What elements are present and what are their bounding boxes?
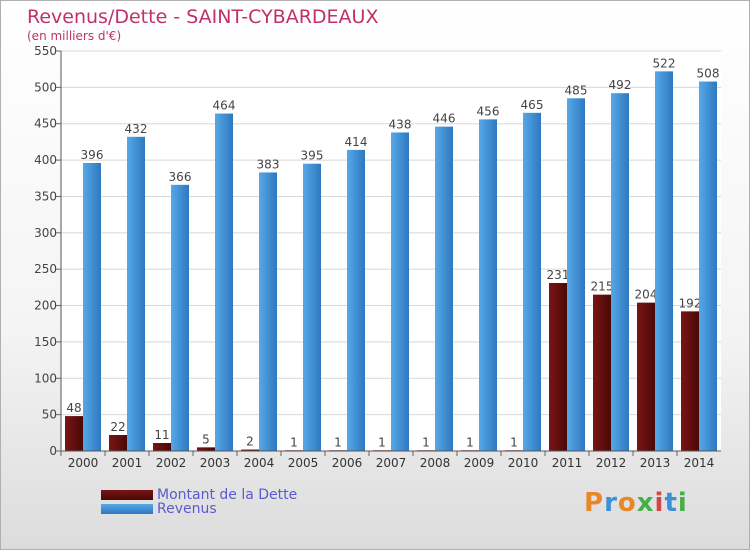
- x-tick-label: 2008: [420, 456, 451, 470]
- data-label-revenus: 414: [345, 135, 368, 149]
- data-label-dette: 215: [591, 280, 614, 294]
- y-tick-label: 50: [42, 408, 57, 422]
- legend-swatch-dette: [101, 490, 153, 500]
- chart-subtitle: (en milliers d'€): [27, 29, 122, 43]
- x-tick-label: 2000: [68, 456, 99, 470]
- chart-title: Revenus/Dette - SAINT-CYBARDEAUX: [27, 6, 379, 28]
- x-tick-label: 2002: [156, 456, 187, 470]
- bar-revenus: [127, 136, 145, 451]
- data-label-dette: 1: [290, 435, 298, 449]
- data-label-revenus: 432: [125, 122, 148, 136]
- data-label-revenus: 508: [697, 67, 720, 81]
- data-label-dette: 1: [334, 435, 342, 449]
- y-tick-label: 0: [49, 444, 57, 458]
- bar-revenus: [347, 149, 365, 451]
- bar-dette: [109, 435, 127, 451]
- bar-revenus: [391, 132, 409, 452]
- x-tick-label: 2001: [112, 456, 143, 470]
- bar-revenus: [171, 184, 189, 451]
- x-tick-label: 2006: [332, 456, 363, 470]
- bar-dette: [681, 311, 699, 451]
- x-tick-label: 2011: [552, 456, 583, 470]
- legend-label-dette: Montant de la Dette: [157, 487, 298, 503]
- y-tick-label: 100: [34, 371, 57, 385]
- x-tick-label: 2014: [684, 456, 715, 470]
- x-tick-label: 2012: [596, 456, 627, 470]
- bar-dette: [65, 416, 83, 451]
- bar-revenus: [83, 163, 101, 451]
- data-label-dette: 48: [66, 401, 81, 415]
- data-label-revenus: 446: [433, 112, 456, 126]
- y-tick-label: 400: [34, 153, 57, 167]
- bar-revenus: [215, 113, 233, 451]
- x-tick-label: 2010: [508, 456, 539, 470]
- x-tick-label: 2005: [288, 456, 319, 470]
- y-tick-label: 200: [34, 299, 57, 313]
- bar-dette: [637, 302, 655, 451]
- data-label-revenus: 438: [389, 117, 412, 131]
- bar-dette: [593, 294, 611, 451]
- y-tick-label: 450: [34, 117, 57, 131]
- data-label-dette: 1: [510, 435, 518, 449]
- data-label-dette: 22: [110, 420, 125, 434]
- bar-dette: [197, 447, 215, 451]
- data-label-revenus: 492: [609, 78, 632, 92]
- bar-dette: [549, 283, 567, 451]
- y-tick-label: 350: [34, 189, 57, 203]
- data-label-revenus: 383: [257, 157, 280, 171]
- bar-revenus: [303, 163, 321, 451]
- y-tick-label: 300: [34, 226, 57, 240]
- data-label-revenus: 396: [81, 148, 104, 162]
- data-label-dette: 231: [547, 268, 570, 282]
- data-label-revenus: 366: [169, 170, 192, 184]
- bar-dette: [241, 449, 259, 451]
- bar-dette: [153, 443, 171, 451]
- legend-swatch-revenus: [101, 504, 153, 514]
- data-label-dette: 1: [466, 435, 474, 449]
- x-tick-label: 2007: [376, 456, 407, 470]
- x-tick-label: 2004: [244, 456, 275, 470]
- data-label-dette: 2: [246, 435, 254, 449]
- y-tick-label: 500: [34, 80, 57, 94]
- y-tick-label: 550: [34, 44, 57, 58]
- bar-revenus: [611, 93, 629, 451]
- data-label-dette: 204: [635, 288, 658, 302]
- bar-revenus: [655, 71, 673, 451]
- bar-revenus: [699, 81, 717, 451]
- data-label-revenus: 456: [477, 104, 500, 118]
- x-tick-label: 2013: [640, 456, 671, 470]
- data-label-revenus: 485: [565, 83, 588, 97]
- legend-label-revenus: Revenus: [157, 501, 217, 517]
- data-label-dette: 1: [422, 435, 430, 449]
- data-label-revenus: 464: [213, 99, 236, 113]
- legend-item-revenus: Revenus: [101, 501, 217, 517]
- y-tick-label: 250: [34, 262, 57, 276]
- data-label-dette: 11: [154, 428, 169, 442]
- bar-revenus: [523, 112, 541, 452]
- bar-revenus: [435, 126, 453, 452]
- data-label-dette: 1: [378, 435, 386, 449]
- legend-item-dette: Montant de la Dette: [101, 487, 297, 503]
- data-label-dette: 5: [202, 432, 210, 446]
- x-tick-label: 2003: [200, 456, 231, 470]
- bar-revenus: [259, 172, 277, 452]
- data-label-revenus: 465: [521, 98, 544, 112]
- data-label-dette: 192: [679, 296, 702, 310]
- x-tick-label: 2009: [464, 456, 495, 470]
- bar-revenus: [567, 98, 585, 451]
- bar-revenus: [479, 119, 497, 451]
- data-label-revenus: 395: [301, 149, 324, 163]
- y-tick-label: 150: [34, 335, 57, 349]
- proxiti-logo: Proxiti: [584, 488, 688, 518]
- data-label-revenus: 522: [653, 56, 676, 70]
